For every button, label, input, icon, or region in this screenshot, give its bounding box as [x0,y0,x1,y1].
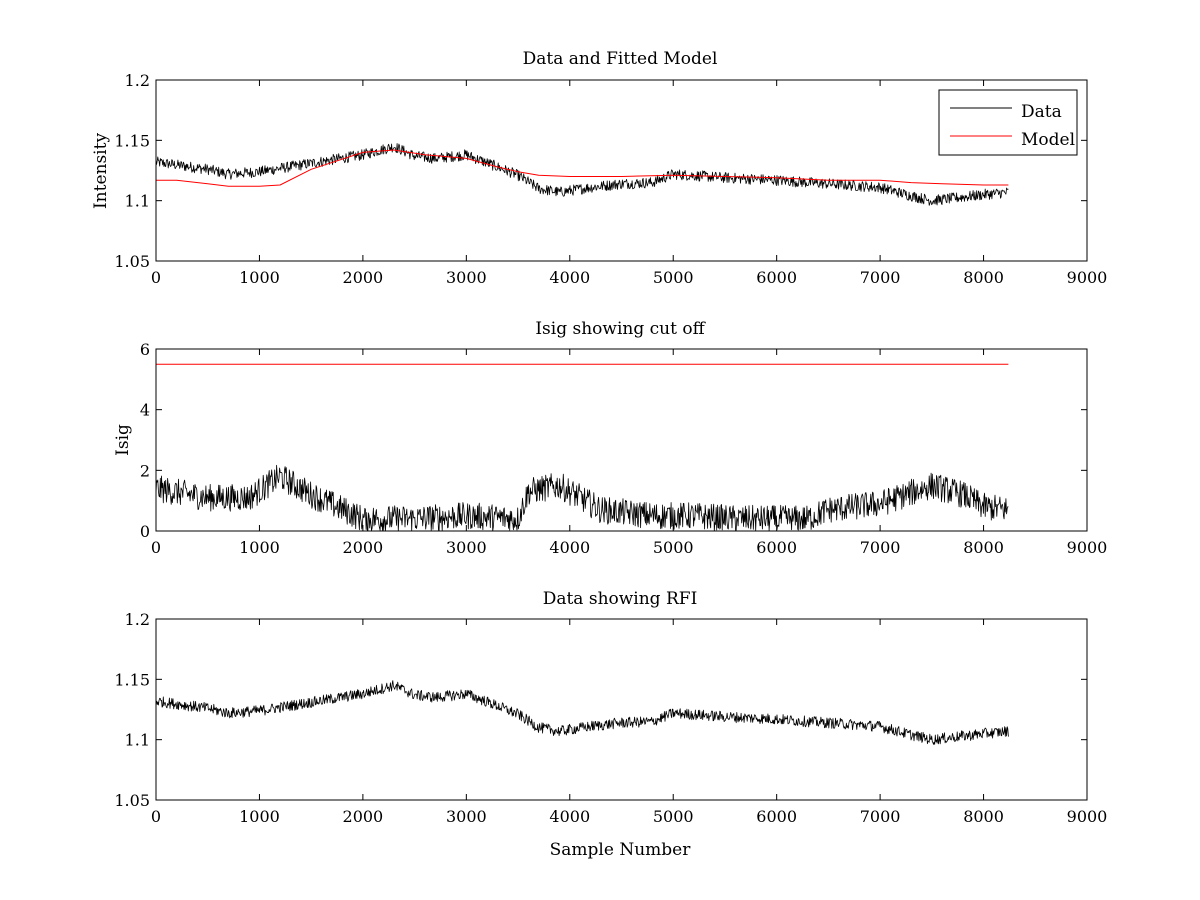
plot-area [155,348,1088,532]
axes-frame [155,618,1088,801]
panel-isig: Isig showing cut off Isig 0 2 4 6 0 1000… [113,319,1107,557]
plot-area [155,618,1088,801]
x-axis-label: Sample Number [550,840,692,860]
x-tick-labels: 0 1000 2000 3000 4000 5000 6000 7000 800… [151,538,1107,557]
x-tick-label: 0 [151,807,161,826]
x-tick-label: 5000 [653,807,694,826]
series-line-model [156,149,1009,187]
x-tick-label: 1000 [239,807,280,826]
x-tick-label: 2000 [343,807,384,826]
chart-title: Data and Fitted Model [523,49,718,69]
x-tick-label: 7000 [860,268,901,287]
series-line-data [155,680,1009,745]
y-tick-label: 1.2 [125,71,150,90]
x-tick-label: 8000 [963,268,1004,287]
y-tick-label: 0 [140,522,150,541]
plot-area [155,79,1088,262]
y-tick-label: 1.2 [125,610,150,629]
x-tick-label: 1000 [239,268,280,287]
x-tick-labels: 0 1000 2000 3000 4000 5000 6000 7000 800… [151,807,1107,826]
x-tick-label: 5000 [653,268,694,287]
y-tick-labels: 1.05 1.1 1.15 1.2 [114,610,150,810]
y-tick-label: 1.1 [125,731,150,750]
x-tick-label: 5000 [653,538,694,557]
x-tick-label: 6000 [756,538,797,557]
axes-frame [155,79,1088,262]
x-tick-label: 4000 [549,538,590,557]
chart-title: Isig showing cut off [535,319,706,339]
x-tick-label: 9000 [1067,268,1108,287]
x-tick-label: 9000 [1067,807,1108,826]
legend-box [938,89,1078,156]
axes-frame [155,348,1088,532]
series-line-data [155,143,1009,206]
x-tick-label: 8000 [963,807,1004,826]
x-tick-label: 6000 [756,807,797,826]
x-tick-label: 6000 [756,268,797,287]
x-tick-label: 3000 [446,268,487,287]
x-tick-label: 1000 [239,538,280,557]
panel-data-fitted-model: Data and Fitted Model Intensity 1.05 1.1… [91,49,1107,287]
x-tick-label: 2000 [343,268,384,287]
y-tick-label: 6 [140,340,150,359]
x-tick-label: 9000 [1067,538,1108,557]
legend-label-model: Model [1021,130,1075,150]
x-tick-label: 0 [151,538,161,557]
x-tick-label: 3000 [446,807,487,826]
series-line-data [155,464,1009,532]
legend-label-data: Data [1021,102,1062,122]
x-tick-label: 0 [151,268,161,287]
x-tick-label: 3000 [446,538,487,557]
y-tick-label: 4 [140,401,150,420]
y-axis-label: Isig [113,424,133,456]
y-tick-label: 2 [140,461,150,480]
x-tick-label: 8000 [963,538,1004,557]
y-tick-labels: 0 2 4 6 [140,340,150,541]
y-tick-label: 1.05 [114,252,150,271]
y-tick-labels: 1.05 1.1 1.15 1.2 [114,71,150,271]
y-tick-label: 1.15 [114,670,150,689]
legend: Data Model [938,89,1078,156]
y-tick-label: 1.1 [125,192,150,211]
x-tick-label: 4000 [549,268,590,287]
x-tick-label: 2000 [343,538,384,557]
x-tick-labels: 0 1000 2000 3000 4000 5000 6000 7000 800… [151,268,1107,287]
panel-data-rfi: Data showing RFI Sample Number 1.05 1.1 … [114,589,1107,860]
y-tick-label: 1.15 [114,131,150,150]
y-axis-label: Intensity [91,133,111,209]
y-tick-label: 1.05 [114,791,150,810]
chart-title: Data showing RFI [543,589,698,609]
x-tick-label: 7000 [860,807,901,826]
x-tick-label: 4000 [549,807,590,826]
x-tick-label: 7000 [860,538,901,557]
